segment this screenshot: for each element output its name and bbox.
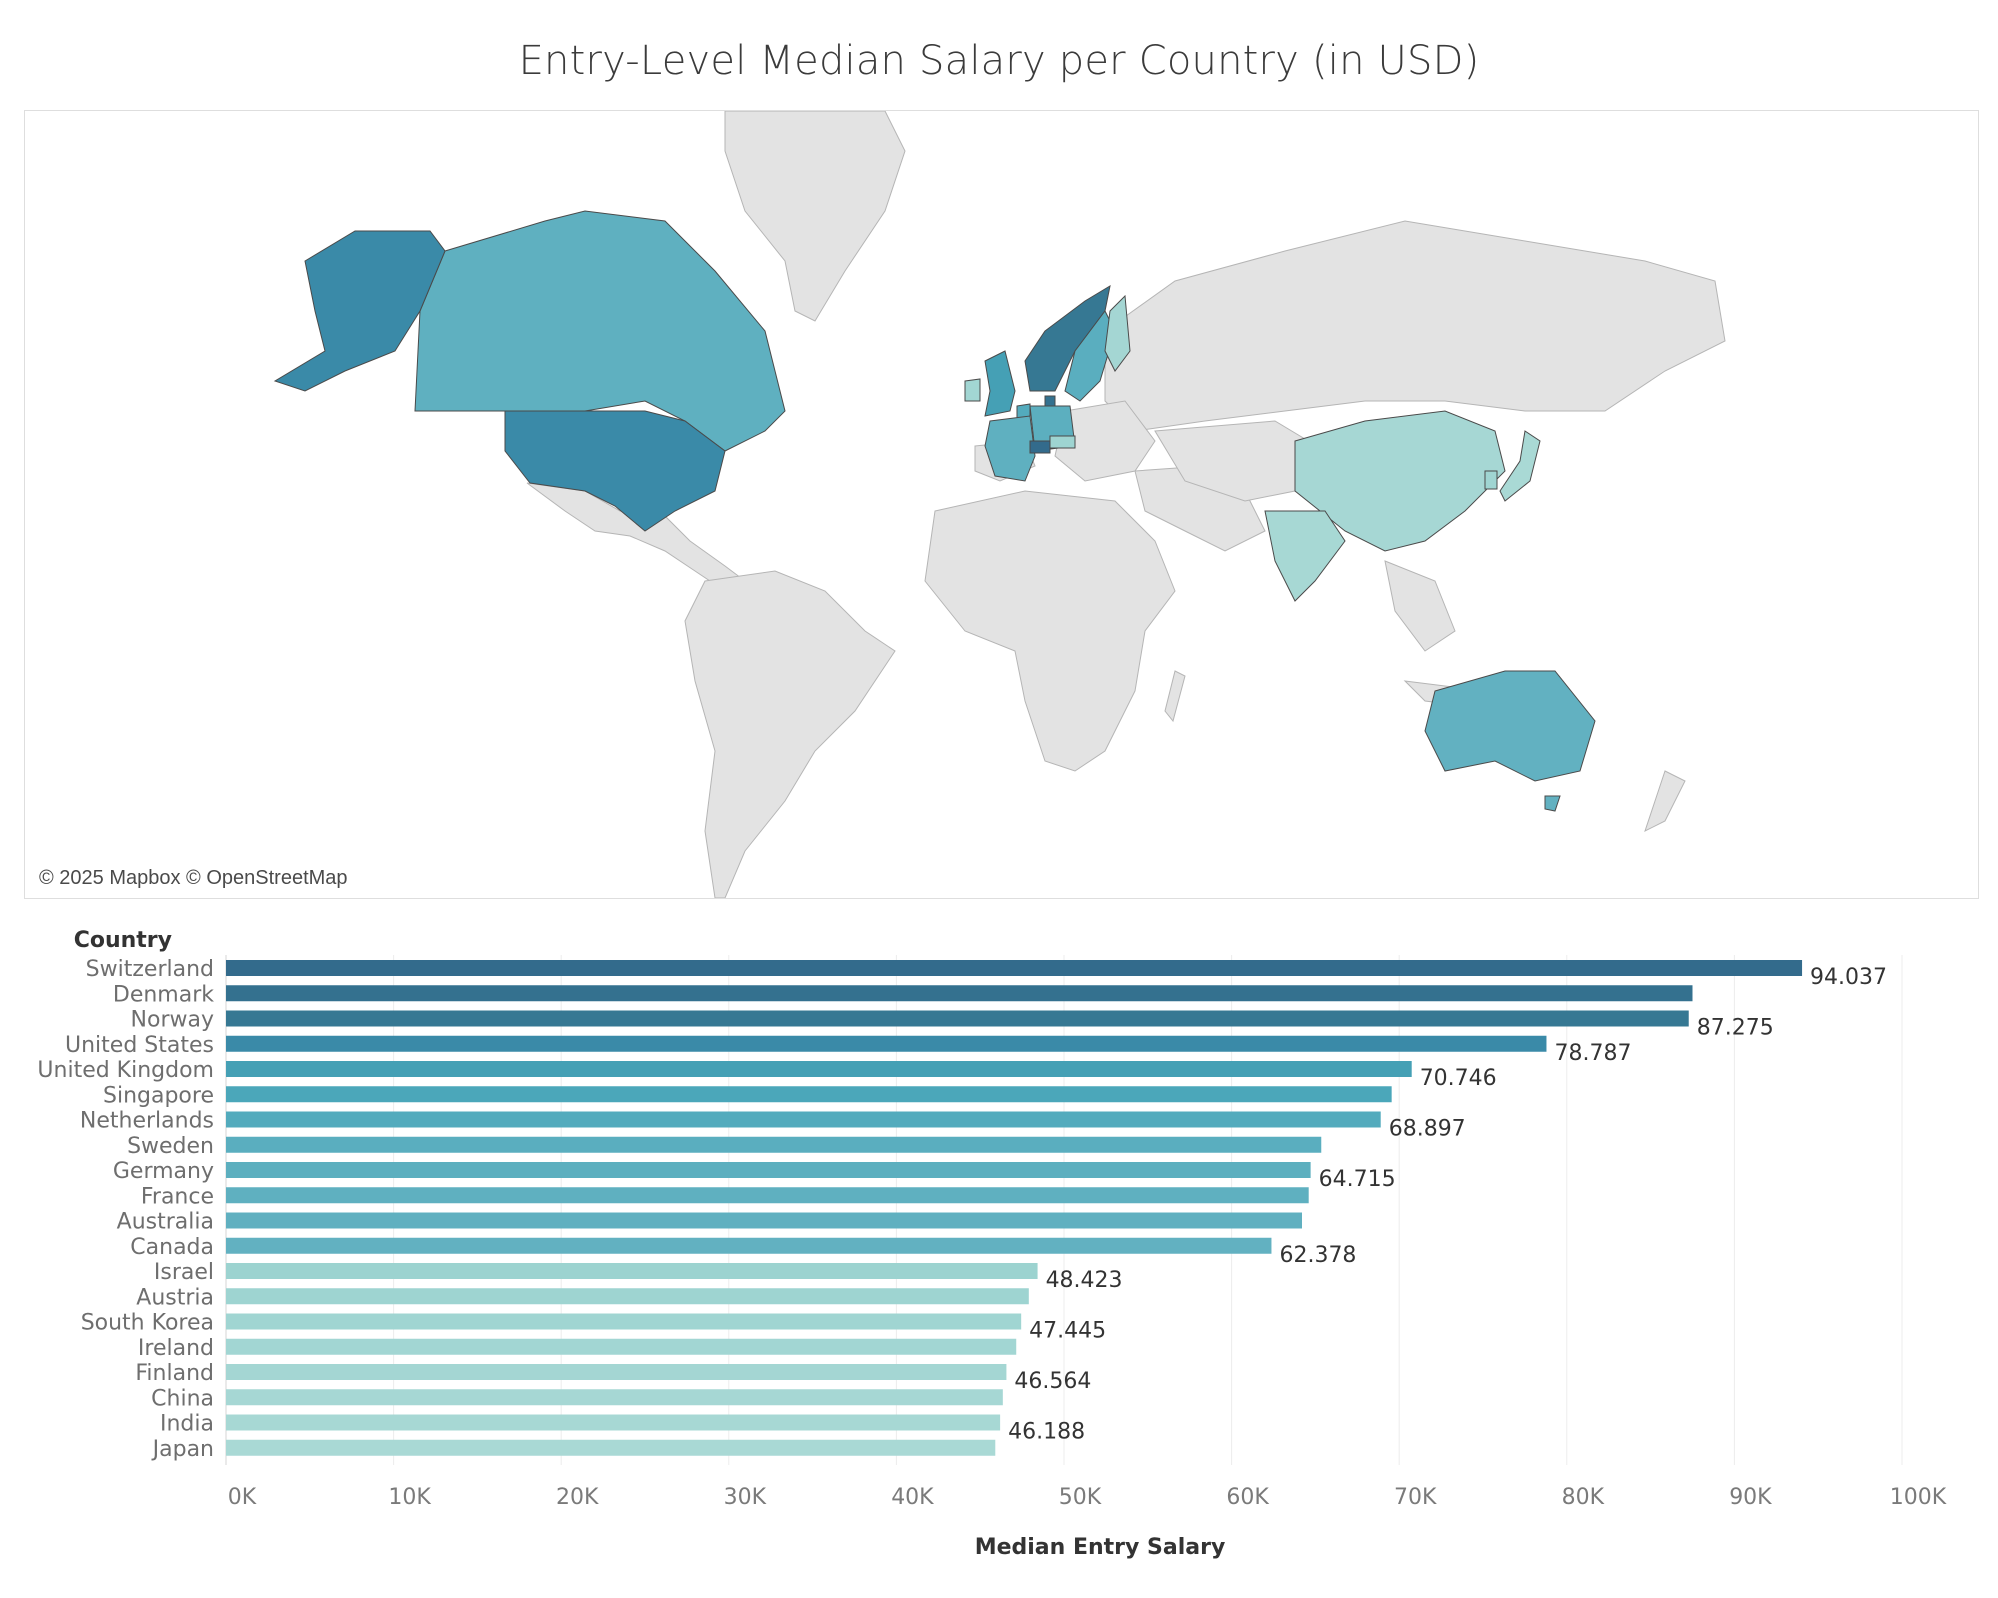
- bar[interactable]: [226, 1162, 1311, 1178]
- category-label: South Korea: [81, 1311, 214, 1336]
- bar[interactable]: [226, 1061, 1412, 1077]
- x-tick-label: 60K: [1226, 1485, 1269, 1510]
- category-label: Australia: [117, 1210, 214, 1235]
- bar[interactable]: [226, 1439, 996, 1456]
- map-region-eurasia: [1104, 220, 1726, 432]
- map-country-japan: [1499, 430, 1541, 502]
- bar[interactable]: [226, 1212, 1302, 1229]
- x-tick-label: 40K: [891, 1485, 934, 1510]
- category-label: Norway: [131, 1008, 214, 1033]
- x-axis-ticks: 0K 10K 20K 30K 40K 50K 60K 70K 80K 90K 100K: [228, 1485, 1947, 1510]
- category-label: Singapore: [103, 1083, 214, 1108]
- data-label: 48.423: [1046, 1268, 1123, 1293]
- map-country-usa: [504, 410, 726, 532]
- category-label: China: [151, 1386, 214, 1411]
- category-label: Ireland: [138, 1336, 214, 1361]
- map-region-south-america: [684, 570, 896, 898]
- x-tick-label: 80K: [1562, 1485, 1605, 1510]
- data-label: 68.897: [1389, 1117, 1466, 1142]
- bar[interactable]: [226, 1237, 1272, 1254]
- x-tick-label: 100K: [1890, 1485, 1947, 1510]
- map-country-ireland: [964, 378, 981, 402]
- map-region-eastern-europe: [1054, 400, 1156, 482]
- bar[interactable]: [226, 1010, 1689, 1027]
- bar[interactable]: [226, 960, 1803, 976]
- category-label: India: [160, 1412, 214, 1437]
- chart-title: Entry-Level Median Salary per Country (i…: [518, 38, 1480, 84]
- data-label: 87.275: [1697, 1016, 1774, 1041]
- map-country-uk: [984, 350, 1016, 417]
- bar[interactable]: [226, 1035, 1547, 1052]
- bar[interactable]: [226, 1111, 1381, 1128]
- category-label: United States: [65, 1033, 214, 1058]
- map-country-india: [1264, 510, 1346, 602]
- category-label: Denmark: [113, 982, 214, 1007]
- category-label: Austria: [136, 1285, 214, 1310]
- data-label: 46.188: [1008, 1420, 1085, 1445]
- category-label: United Kingdom: [37, 1058, 214, 1083]
- map-country-france: [984, 415, 1036, 482]
- data-labels: 94.037 87.275 78.787 70.746 68.897 64.715 62.3…: [1008, 965, 1887, 1445]
- bar[interactable]: [226, 1313, 1022, 1330]
- x-axis-title: Median Entry Salary: [975, 1535, 1226, 1560]
- map-region-southeast-asia: [1384, 560, 1456, 652]
- map-country-finland: [1104, 294, 1131, 372]
- world-map-svg[interactable]: [25, 111, 1978, 898]
- bar[interactable]: [226, 1338, 1017, 1355]
- x-tick-label: 70K: [1394, 1485, 1437, 1510]
- map-country-australia: [1424, 670, 1596, 782]
- category-label: Sweden: [127, 1134, 214, 1159]
- map-region-new-zealand: [1644, 770, 1686, 832]
- bar[interactable]: [226, 1364, 1007, 1380]
- bar[interactable]: [226, 1263, 1038, 1279]
- category-label: Germany: [113, 1159, 214, 1184]
- x-tick-label: 30K: [724, 1485, 767, 1510]
- bar[interactable]: [226, 1136, 1322, 1153]
- x-tick-label: 50K: [1059, 1485, 1102, 1510]
- data-label: 62.378: [1279, 1243, 1356, 1268]
- map-region-africa: [924, 490, 1176, 772]
- bar-series: [226, 960, 1803, 1456]
- data-label: 94.037: [1810, 965, 1887, 990]
- map-country-south-korea: [1484, 470, 1498, 490]
- data-label: 47.445: [1029, 1319, 1106, 1344]
- category-axis-title: Country: [74, 928, 172, 953]
- category-label: Israel: [154, 1260, 214, 1285]
- map-country-usa-alaska: [273, 230, 446, 392]
- bar[interactable]: [226, 1389, 1003, 1406]
- map-attribution[interactable]: © 2025 Mapbox © OpenStreetMap: [29, 863, 358, 894]
- bar[interactable]: [226, 985, 1693, 1002]
- category-label: Japan: [151, 1437, 214, 1462]
- data-label: 70.746: [1420, 1066, 1497, 1091]
- bar[interactable]: [226, 1187, 1309, 1204]
- x-tick-label: 90K: [1729, 1485, 1772, 1510]
- map-country-australia-tasmania: [1544, 795, 1561, 812]
- bar[interactable]: [226, 1086, 1392, 1103]
- map-country-sweden: [1064, 310, 1116, 402]
- x-tick-label: 20K: [556, 1485, 599, 1510]
- map-region-greenland: [724, 111, 906, 322]
- x-tick-label: 10K: [388, 1485, 431, 1510]
- data-label: 46.564: [1014, 1369, 1091, 1394]
- data-label: 64.715: [1319, 1167, 1396, 1192]
- category-label: Finland: [135, 1361, 214, 1386]
- map-country-switzerland: [1029, 440, 1051, 454]
- category-label: Netherlands: [80, 1109, 214, 1134]
- map-region-madagascar: [1164, 670, 1186, 723]
- category-label: Canada: [130, 1235, 214, 1260]
- category-label: Switzerland: [86, 957, 214, 982]
- data-label: 78.787: [1554, 1041, 1631, 1066]
- map-country-austria: [1049, 435, 1076, 449]
- category-label: France: [141, 1184, 214, 1209]
- bar[interactable]: [226, 1288, 1029, 1305]
- x-tick-label: 0K: [228, 1485, 257, 1510]
- world-map[interactable]: © 2025 Mapbox © OpenStreetMap: [24, 110, 1979, 899]
- bar[interactable]: [226, 1414, 1001, 1431]
